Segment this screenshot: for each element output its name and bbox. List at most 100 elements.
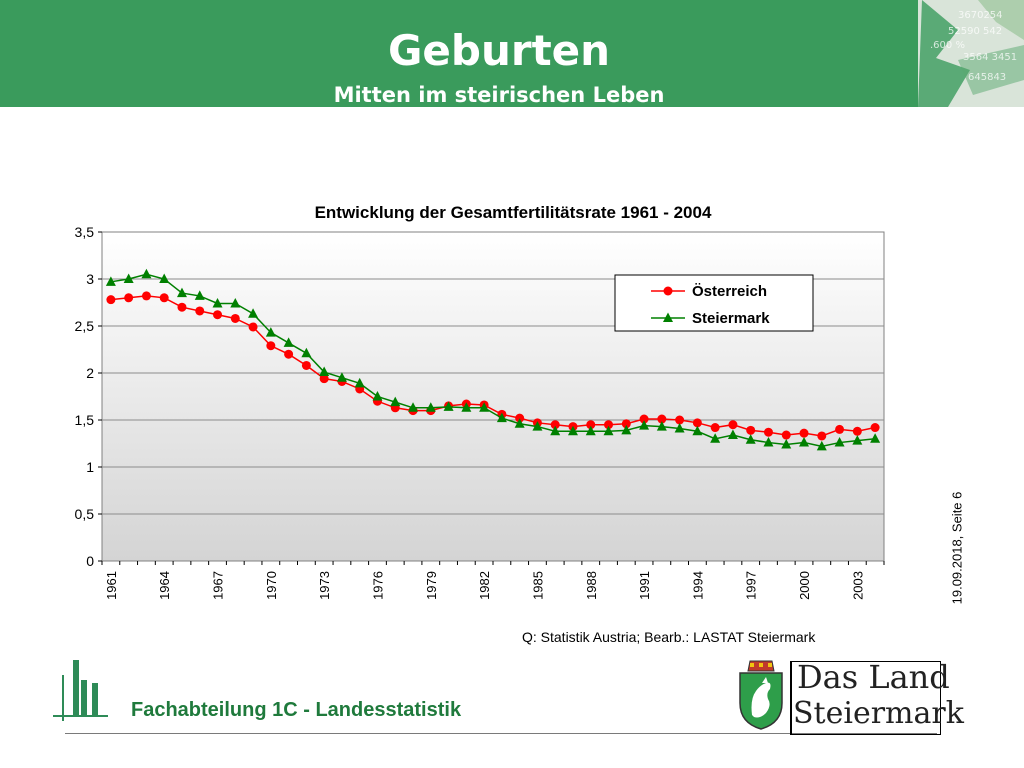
data-point-oesterreich xyxy=(835,424,845,434)
data-point-steiermark xyxy=(336,372,347,382)
x-tick-label: 1982 xyxy=(477,571,492,600)
source-note: Q: Statistik Austria; Bearb.: LASTAT Ste… xyxy=(522,629,816,645)
x-tick-label: 1970 xyxy=(264,571,279,600)
data-point-oesterreich xyxy=(141,291,151,301)
data-point-steiermark xyxy=(639,420,650,430)
data-point-steiermark xyxy=(532,421,543,431)
data-point-oesterreich xyxy=(604,420,614,430)
land-logo-line1: Das Land xyxy=(797,658,950,696)
data-point-oesterreich xyxy=(639,414,649,424)
x-tick-label: 1979 xyxy=(424,571,439,600)
data-point-steiermark xyxy=(763,437,774,447)
x-tick-label: 1973 xyxy=(317,571,332,600)
data-point-steiermark xyxy=(248,308,259,318)
y-tick-label: 2 xyxy=(86,365,94,381)
fertility-chart: Entwicklung der Gesamtfertilitätsrate 19… xyxy=(75,203,885,600)
data-point-oesterreich xyxy=(852,426,862,436)
y-tick-label: 0,5 xyxy=(75,506,95,522)
svg-text:645843: 645843 xyxy=(968,72,1006,83)
data-point-steiermark xyxy=(799,437,810,447)
data-point-oesterreich xyxy=(515,413,525,423)
data-point-oesterreich xyxy=(301,360,311,370)
data-point-steiermark xyxy=(656,421,667,431)
legend-box xyxy=(614,274,814,332)
data-point-oesterreich xyxy=(781,430,791,440)
data-point-oesterreich xyxy=(213,310,223,320)
data-point-oesterreich xyxy=(728,420,738,430)
data-point-steiermark xyxy=(123,273,134,283)
page-title: Geburten xyxy=(387,26,611,75)
chart-title: Entwicklung der Gesamtfertilitätsrate 19… xyxy=(315,203,712,222)
y-tick-label: 0 xyxy=(86,553,94,569)
data-point-steiermark xyxy=(408,402,419,412)
data-point-steiermark xyxy=(816,440,827,451)
x-tick-label: 2003 xyxy=(850,571,865,600)
data-point-steiermark xyxy=(461,402,472,412)
data-point-steiermark xyxy=(105,276,116,286)
data-point-steiermark xyxy=(479,402,490,412)
land-logo-line2: Steiermark xyxy=(793,696,964,731)
data-point-oesterreich xyxy=(266,341,276,351)
data-point-steiermark xyxy=(550,425,561,436)
data-point-steiermark xyxy=(727,429,738,440)
y-tick-label: 3 xyxy=(86,271,94,287)
x-tick-label: 2000 xyxy=(797,571,812,600)
data-point-steiermark xyxy=(283,337,294,347)
x-tick-label: 1988 xyxy=(584,571,599,600)
data-point-steiermark xyxy=(443,401,454,411)
x-tick-label: 1964 xyxy=(157,571,172,600)
legend-marker xyxy=(663,286,673,296)
data-point-steiermark xyxy=(265,327,276,337)
data-point-steiermark xyxy=(176,287,187,298)
x-tick-label: 1967 xyxy=(211,571,226,600)
data-point-steiermark xyxy=(319,366,330,377)
data-point-steiermark xyxy=(834,437,845,447)
data-point-oesterreich xyxy=(586,420,596,430)
x-tick-label: 1976 xyxy=(370,571,385,600)
svg-text:.600 %: .600 % xyxy=(930,40,965,51)
data-point-oesterreich xyxy=(763,427,773,437)
data-point-steiermark xyxy=(141,268,152,279)
data-point-oesterreich xyxy=(692,418,702,428)
data-point-oesterreich xyxy=(550,420,560,430)
data-point-oesterreich xyxy=(106,295,116,305)
data-point-steiermark xyxy=(745,434,756,444)
y-tick-label: 2,5 xyxy=(75,318,95,334)
data-point-oesterreich xyxy=(621,419,631,429)
x-tick-label: 1997 xyxy=(744,571,759,600)
page-subtitle: Mitten im steirischen Leben xyxy=(333,83,665,107)
data-point-steiermark xyxy=(212,297,223,308)
data-point-oesterreich xyxy=(159,293,169,303)
data-point-oesterreich xyxy=(284,349,294,359)
data-point-oesterreich xyxy=(319,374,329,384)
data-point-steiermark xyxy=(301,347,312,358)
data-point-oesterreich xyxy=(870,423,880,433)
data-point-oesterreich xyxy=(195,306,205,316)
x-tick-label: 1991 xyxy=(637,571,652,600)
data-point-steiermark xyxy=(692,425,703,436)
legend-label: Österreich xyxy=(692,283,767,300)
statistics-numbers-image: 3670254 .600 % 3564 3451 645843 52590 54… xyxy=(918,0,1024,107)
x-tick-label: 1985 xyxy=(530,571,545,600)
data-point-steiermark xyxy=(567,425,578,436)
data-point-oesterreich xyxy=(799,428,809,438)
legend-marker xyxy=(663,312,673,322)
data-point-steiermark xyxy=(514,418,525,428)
data-point-oesterreich xyxy=(675,415,685,425)
svg-text:3670254: 3670254 xyxy=(958,10,1003,21)
data-point-steiermark xyxy=(354,377,365,388)
department-name: Fachabteilung 1C - Landesstatistik xyxy=(131,699,462,721)
styria-crest-icon xyxy=(739,660,783,730)
data-point-steiermark xyxy=(372,391,383,401)
svg-text:3564 3451: 3564 3451 xyxy=(963,52,1017,63)
footer-divider xyxy=(65,733,937,734)
data-point-steiermark xyxy=(159,273,170,283)
data-point-oesterreich xyxy=(230,313,240,323)
data-point-steiermark xyxy=(585,425,596,436)
data-point-oesterreich xyxy=(746,425,756,435)
data-point-steiermark xyxy=(194,290,205,300)
svg-text:52590 542: 52590 542 xyxy=(948,26,1002,37)
land-logo-box xyxy=(790,661,941,735)
legend-label: Steiermark xyxy=(692,310,770,327)
data-point-steiermark xyxy=(852,435,863,445)
